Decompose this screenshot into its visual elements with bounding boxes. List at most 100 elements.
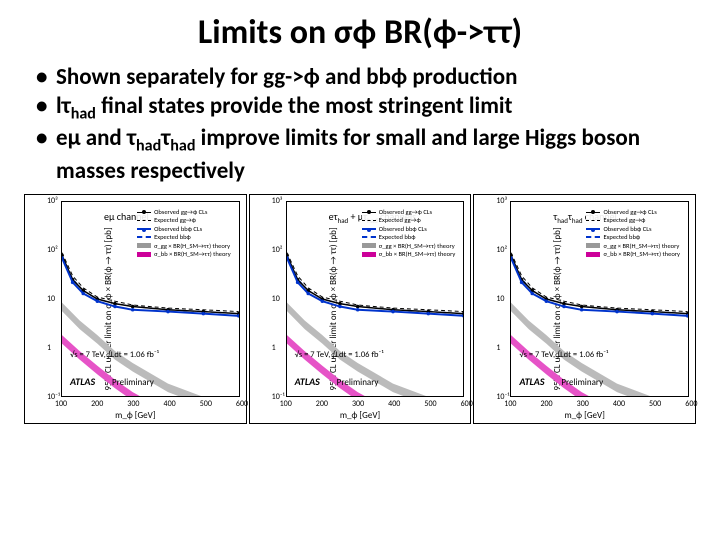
marker-obs_bb: [580, 308, 584, 312]
chart-emu: 95% CL upper limit on σ_ϕ × BR(ϕ → ττ) […: [24, 194, 247, 424]
x-tick: 400: [164, 399, 176, 409]
x-tick: 500: [200, 399, 212, 409]
legend-label: Observed bbϕ CLs: [154, 225, 202, 233]
marker-obs_bb: [391, 310, 395, 314]
marker-obs_bb: [651, 312, 655, 316]
curve-exp_gg: [511, 253, 688, 312]
x-tick: 500: [649, 399, 661, 409]
legend: Observed gg→ϕ CLsExpected gg→ϕObserved b…: [137, 208, 231, 259]
legend-row: Observed gg→ϕ CLs: [586, 208, 680, 216]
legend-row: Observed bbϕ CLs: [137, 225, 231, 233]
y-tick: 10³: [272, 196, 283, 206]
legend-row: Expected gg→ϕ: [137, 216, 231, 224]
legend-marker: [362, 228, 376, 230]
legend-marker: [362, 220, 376, 221]
preliminary-label: Preliminary: [112, 377, 154, 388]
y-tick: 10: [272, 294, 280, 304]
legend-label: Expected bbϕ: [603, 233, 640, 241]
curve-obs_bb: [62, 258, 239, 316]
legend-label: Observed gg→ϕ CLs: [603, 208, 656, 216]
curve-exp_bb: [511, 256, 688, 313]
legend-label: Observed bbϕ CLs: [379, 225, 427, 233]
preliminary-label: Preliminary: [561, 377, 603, 388]
marker-obs_bb: [563, 305, 567, 309]
legend-marker: [586, 252, 600, 257]
legend: Observed gg→ϕ CLsExpected gg→ϕObserved b…: [586, 208, 680, 259]
legend-marker: [137, 236, 151, 238]
x-axis-label: m_ϕ [GeV]: [340, 410, 380, 421]
chart-ltauhad: 95% CL upper limit on σ_ϕ × BR(ϕ → ττ) […: [249, 194, 472, 424]
marker-obs_bb: [113, 305, 117, 309]
marker-obs_bb: [296, 281, 300, 285]
marker-obs_bb: [202, 312, 206, 316]
plot-area: eτhad + μτhad channelsObserved gg→ϕ CLsE…: [286, 201, 465, 397]
marker-obs_bb: [531, 292, 535, 296]
curve-obs_gg: [511, 255, 688, 313]
x-tick: 600: [236, 399, 248, 409]
legend-label: σ_bb × BR(H_SM→ττ) theory: [379, 250, 456, 258]
marker-obs_bb: [131, 308, 135, 312]
legend-label: σ_gg × BR(H_SM→ττ) theory: [603, 242, 679, 250]
x-tick: 400: [613, 399, 625, 409]
legend-label: Expected bbϕ: [379, 233, 416, 241]
legend-marker: [586, 236, 600, 238]
marker-obs_gg: [131, 305, 135, 309]
x-tick: 400: [388, 399, 400, 409]
y-tick: 10: [47, 294, 55, 304]
marker-obs_bb: [462, 314, 464, 318]
bullet-list: Shown separately for gg->ϕ and bbϕ produ…: [24, 63, 696, 186]
legend-marker: [137, 252, 151, 257]
x-tick: 100: [55, 399, 67, 409]
marker-obs_gg: [580, 305, 584, 309]
legend-marker: [137, 243, 151, 248]
legend-row: Observed bbϕ CLs: [362, 225, 456, 233]
y-tick: 10²: [47, 245, 58, 255]
atlas-label: ATLAS: [519, 375, 544, 388]
marker-obs_bb: [338, 305, 342, 309]
marker-obs_bb: [545, 299, 549, 303]
curve-obs_bb: [287, 258, 464, 316]
legend-marker: [362, 236, 376, 238]
legend-row: Expected gg→ϕ: [586, 216, 680, 224]
marker-obs_bb: [616, 310, 620, 314]
legend-marker: [137, 220, 151, 221]
legend-row: Expected bbϕ: [137, 233, 231, 241]
x-tick: 500: [424, 399, 436, 409]
legend: Observed gg→ϕ CLsExpected gg→ϕObserved b…: [362, 208, 456, 259]
plot-area: eμ channelObserved gg→ϕ CLsExpected gg→ϕ…: [61, 201, 240, 397]
legend-marker: [586, 243, 600, 248]
x-tick: 200: [540, 399, 552, 409]
marker-obs_bb: [71, 281, 75, 285]
marker-obs_bb: [96, 299, 100, 303]
legend-label: σ_bb × BR(H_SM→ττ) theory: [154, 250, 231, 258]
atlas-label: ATLAS: [70, 375, 95, 388]
legend-label: Expected bbϕ: [154, 233, 191, 241]
legend-label: σ_gg × BR(H_SM→ττ) theory: [154, 242, 230, 250]
x-axis-label: m_ϕ [GeV]: [564, 410, 604, 421]
x-tick: 600: [685, 399, 697, 409]
y-tick: 10: [496, 294, 504, 304]
legend-marker: [137, 212, 151, 213]
legend-marker: [362, 243, 376, 248]
x-tick: 200: [316, 399, 328, 409]
marker-obs_bb: [306, 292, 310, 296]
legend-label: Observed gg→ϕ CLs: [154, 208, 207, 216]
marker-obs_gg: [356, 305, 360, 309]
curve-exp_gg: [287, 253, 464, 312]
x-tick: 100: [280, 399, 292, 409]
legend-row: Expected gg→ϕ: [362, 216, 456, 224]
curve-exp_bb: [62, 256, 239, 313]
legend-row: Observed gg→ϕ CLs: [137, 208, 231, 216]
legend-row: Observed bbϕ CLs: [586, 225, 680, 233]
marker-obs_bb: [686, 314, 688, 318]
curve-obs_gg: [287, 255, 464, 313]
y-tick: 1: [496, 343, 500, 353]
chart-tauhadtauhad: 95% CL upper limit on σ_ϕ × BR(ϕ → ττ) […: [473, 194, 696, 424]
legend-row: σ_bb × BR(H_SM→ττ) theory: [586, 250, 680, 258]
legend-label: σ_bb × BR(H_SM→ττ) theory: [603, 250, 680, 258]
y-tick: 1: [272, 343, 276, 353]
legend-row: σ_gg × BR(H_SM→ττ) theory: [586, 242, 680, 250]
legend-row: σ_bb × BR(H_SM→ττ) theory: [137, 250, 231, 258]
marker-obs_bb: [426, 312, 430, 316]
legend-label: Expected gg→ϕ: [154, 216, 196, 224]
